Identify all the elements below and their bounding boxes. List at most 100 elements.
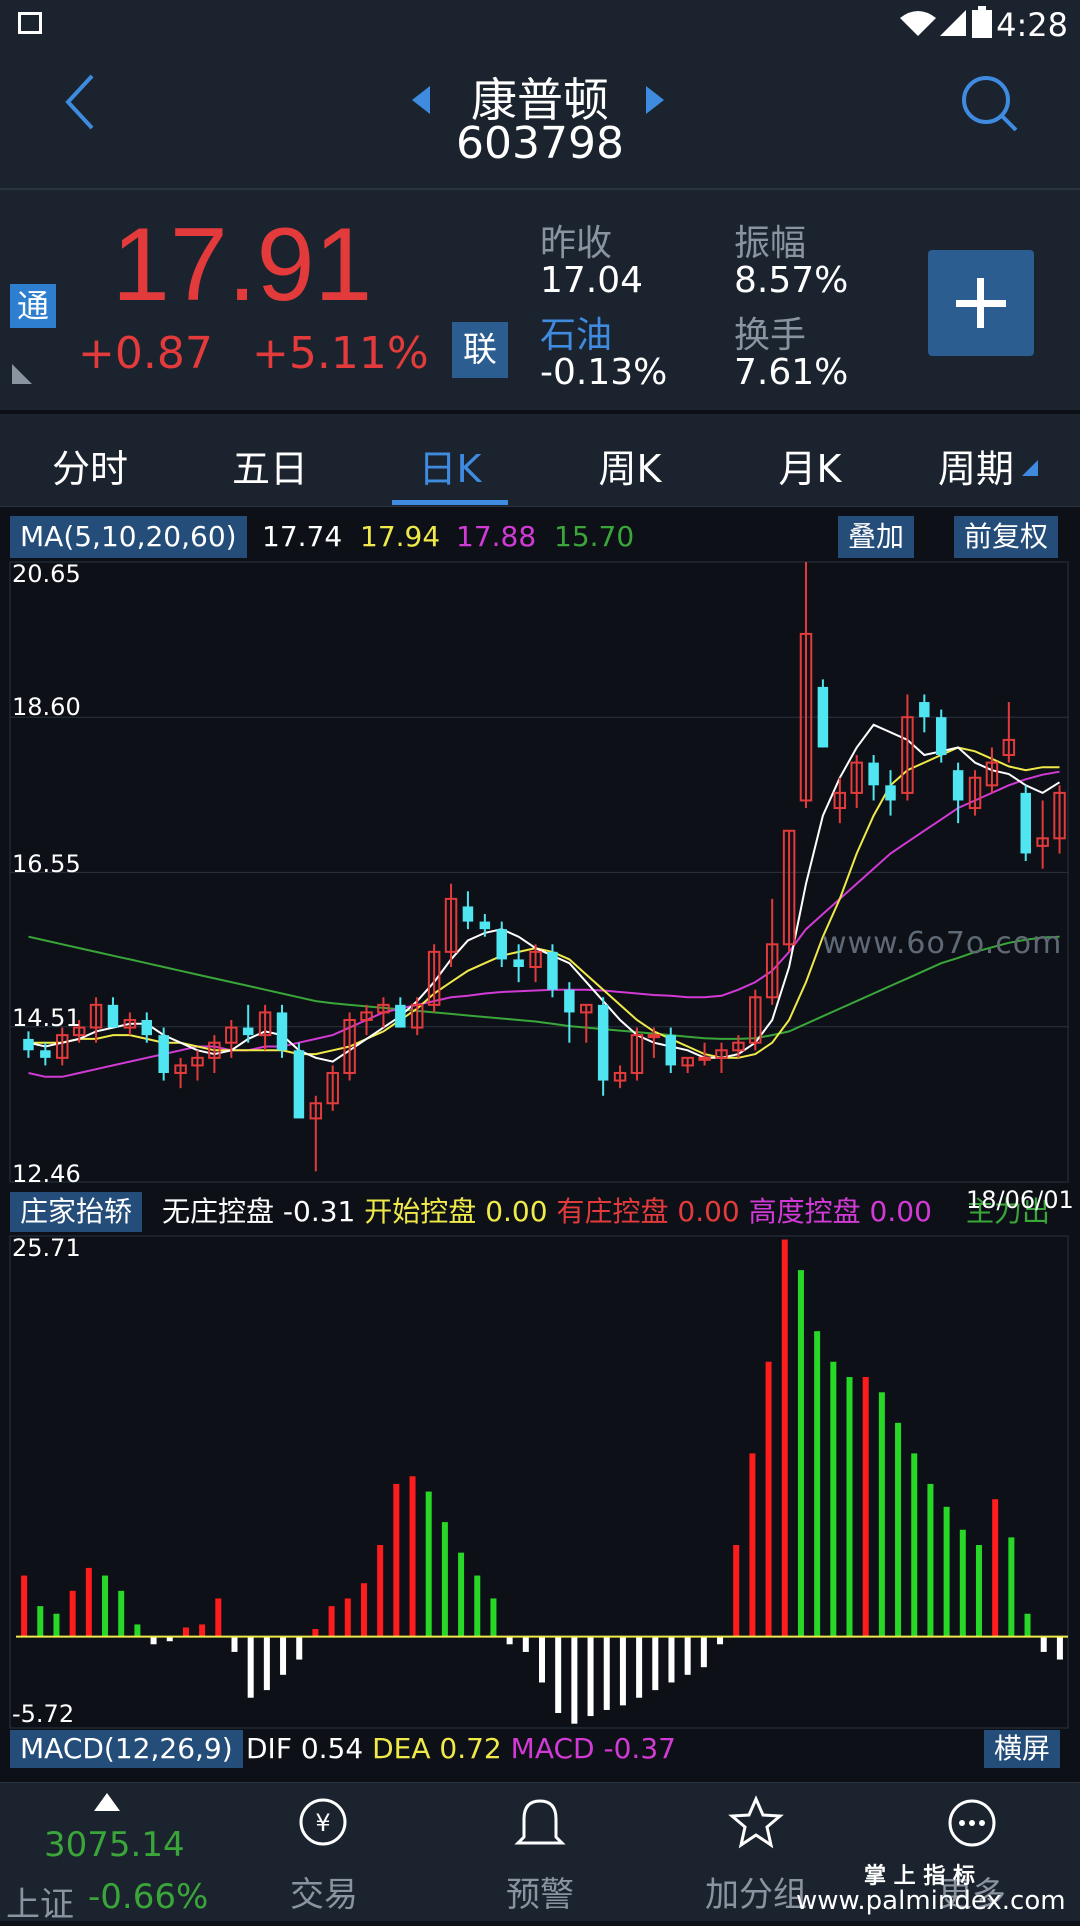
tab-five-day[interactable]: 五日 bbox=[231, 447, 308, 491]
period-dropdown-icon bbox=[1022, 460, 1038, 476]
indicator-frame bbox=[9, 1235, 1069, 1729]
indicator-values: 无庄控盘 -0.31 开始控盘 0.00 有庄控盘 0.00 高度控盘 0.00 bbox=[162, 1192, 932, 1232]
ma5-line bbox=[28, 723, 1061, 1063]
indicator-bar bbox=[749, 1453, 756, 1637]
ma10-value: 17.94 bbox=[360, 520, 441, 553]
candle-body bbox=[427, 950, 441, 1006]
indicator-bar bbox=[409, 1476, 416, 1637]
candle-body bbox=[1036, 837, 1049, 847]
indicator-bar bbox=[37, 1606, 44, 1637]
tab-intraday[interactable]: 分时 bbox=[51, 447, 128, 491]
indicator-bar bbox=[1056, 1636, 1063, 1660]
index-name: 上证 bbox=[6, 1885, 74, 1925]
bottom-nav: 3075.14 上证 -0.66% ¥ 交易 预警 加分组 更多 bbox=[0, 1782, 1080, 1925]
index-summary[interactable]: 3075.14 上证 -0.66% bbox=[0, 1783, 216, 1925]
indicator-bar bbox=[522, 1636, 529, 1652]
candle-body bbox=[410, 1003, 424, 1029]
add-to-watchlist-button[interactable] bbox=[928, 250, 1034, 356]
candle-body bbox=[360, 1011, 373, 1021]
corner-triangle-icon bbox=[12, 364, 32, 384]
indicator-legend-label[interactable]: 庄家抬轿 bbox=[10, 1192, 143, 1232]
more-icon bbox=[948, 1799, 996, 1847]
index-value: 3075.14 bbox=[44, 1825, 185, 1865]
indicator-bar bbox=[21, 1575, 28, 1637]
tab-weekly-k[interactable]: 周K bbox=[598, 447, 662, 491]
ma-legend-label[interactable]: MA(5,10,20,60) bbox=[10, 516, 247, 558]
indicator-bar bbox=[636, 1636, 643, 1698]
status-time: 4:28 bbox=[996, 6, 1068, 44]
search-icon[interactable] bbox=[958, 72, 1022, 136]
indicator-bar bbox=[733, 1545, 740, 1637]
indicator-bar bbox=[263, 1636, 270, 1691]
ma60-value: 15.70 bbox=[554, 520, 635, 553]
indicator-bar bbox=[539, 1636, 545, 1683]
y-axis-max-label: 20.65 bbox=[12, 560, 81, 588]
plus-icon bbox=[956, 278, 1006, 328]
prev-stock-icon[interactable] bbox=[410, 84, 434, 116]
dif-value: 0.54 bbox=[300, 1732, 364, 1765]
indicator-bar bbox=[684, 1636, 691, 1675]
lian-badge[interactable]: 联 bbox=[452, 322, 508, 378]
prev-close-value: 17.04 bbox=[540, 260, 644, 301]
ind-v1: -0.31 bbox=[282, 1195, 356, 1228]
candle-body bbox=[395, 1004, 406, 1028]
indicator-bar bbox=[717, 1636, 724, 1645]
image-notification-icon bbox=[18, 12, 42, 34]
back-arrow-icon[interactable] bbox=[60, 72, 100, 132]
indicator-bar bbox=[150, 1636, 157, 1645]
candlestick-chart[interactable] bbox=[0, 560, 1080, 1190]
candle-body bbox=[479, 921, 491, 930]
candle-body bbox=[765, 943, 779, 999]
candle-body bbox=[1020, 792, 1031, 854]
indicator-bar bbox=[490, 1598, 497, 1637]
amplitude-label: 振幅 bbox=[734, 223, 807, 264]
tab-period[interactable]: 周期 bbox=[937, 447, 1014, 491]
candle-body bbox=[343, 1018, 356, 1074]
indicator-bar bbox=[360, 1583, 367, 1637]
nav-more[interactable]: 更多 bbox=[882, 1783, 1062, 1921]
tong-badge[interactable]: 通 bbox=[10, 284, 56, 328]
ind-t2: 开始控盘 bbox=[364, 1195, 477, 1228]
period-tabs: 分时 五日 日K 周K 月K 周期 bbox=[0, 414, 1080, 507]
macd-legend-label[interactable]: MACD(12,26,9) bbox=[10, 1730, 243, 1768]
candle-body bbox=[123, 1018, 137, 1029]
indicator-bar bbox=[603, 1636, 610, 1710]
active-tab-indicator bbox=[392, 500, 508, 505]
candle-body bbox=[732, 1041, 745, 1052]
indicator-bar bbox=[312, 1629, 319, 1637]
indicator-bar bbox=[943, 1506, 950, 1637]
candle-body bbox=[952, 770, 964, 801]
adjust-button[interactable]: 前复权 bbox=[954, 516, 1059, 558]
ma10-line bbox=[28, 746, 1060, 1059]
stock-header: 康普顿 603798 bbox=[0, 52, 1080, 190]
candle-body bbox=[850, 761, 863, 794]
macd-label: MACD bbox=[510, 1732, 595, 1765]
dea-label: DEA bbox=[372, 1732, 431, 1765]
nav-trade[interactable]: ¥ 交易 bbox=[234, 1783, 414, 1921]
indicator-bar bbox=[619, 1636, 626, 1706]
indicator-bar bbox=[668, 1636, 675, 1683]
nav-add-group[interactable]: 加分组 bbox=[666, 1783, 846, 1921]
tab-daily-k[interactable]: 日K bbox=[418, 447, 482, 491]
candle-body bbox=[580, 1003, 593, 1014]
tab-monthly-k[interactable]: 月K bbox=[778, 447, 842, 491]
indicator-bar bbox=[781, 1239, 788, 1637]
indicator-bar bbox=[506, 1636, 513, 1645]
indicator-bar bbox=[765, 1361, 772, 1637]
indicator-chart[interactable] bbox=[0, 1234, 1080, 1730]
candle-body bbox=[647, 1034, 661, 1039]
wifi-icon bbox=[900, 11, 936, 36]
candle-body bbox=[462, 906, 474, 922]
nav-alert[interactable]: 预警 bbox=[450, 1783, 630, 1921]
landscape-button[interactable]: 横屏 bbox=[984, 1730, 1061, 1768]
overlay-button[interactable]: 叠加 bbox=[838, 516, 915, 558]
candle-body bbox=[782, 829, 796, 946]
chart-watermark: www.6o7o.com bbox=[822, 926, 1063, 961]
sector-label[interactable]: 石油 bbox=[540, 315, 613, 356]
candle-body bbox=[174, 1064, 187, 1074]
signal-icon bbox=[940, 10, 966, 36]
indicator-bar bbox=[166, 1636, 173, 1642]
price-change-pct: +5.11% bbox=[252, 328, 429, 379]
ma5-value: 17.74 bbox=[262, 520, 343, 553]
next-stock-icon[interactable] bbox=[642, 84, 666, 116]
